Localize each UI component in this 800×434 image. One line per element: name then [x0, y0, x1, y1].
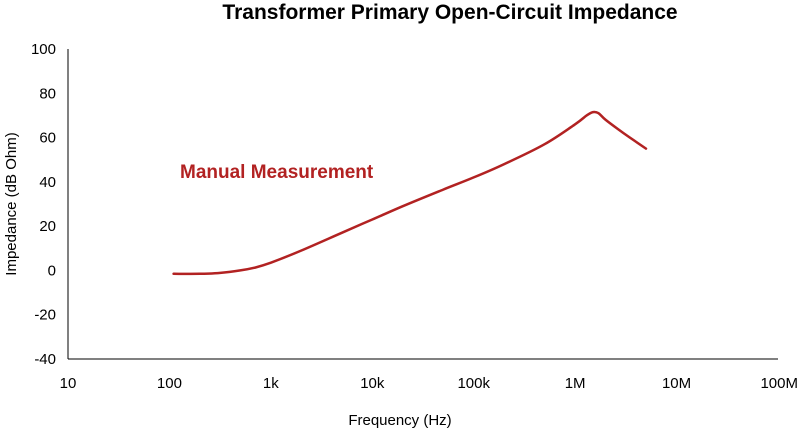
- y-tick-label: 40: [39, 174, 56, 191]
- y-tick-label: 20: [39, 218, 56, 235]
- x-tick-label: 1M: [565, 375, 586, 392]
- annotation-manual-measurement: Manual Measurement: [180, 162, 374, 183]
- x-tick-label: 1k: [263, 375, 279, 392]
- x-tick-label: 100k: [457, 375, 490, 392]
- y-tick-label: 100: [31, 41, 56, 58]
- plot-axes: [67, 49, 778, 360]
- x-tick-label: 10: [60, 375, 77, 392]
- series-line-impedance: [172, 110, 648, 276]
- y-tick-label: 80: [39, 85, 56, 102]
- x-tick-labels: 10 100 1k 10k 100k 1M 10M 100M: [60, 375, 798, 392]
- chart-title: Transformer Primary Open-Circuit Impedan…: [222, 1, 677, 24]
- y-tick-label: -20: [34, 307, 56, 324]
- x-tick-label: 10k: [360, 375, 385, 392]
- x-tick-label: 10M: [662, 375, 691, 392]
- y-tick-label: 60: [39, 130, 56, 147]
- y-tick-label: 0: [48, 262, 56, 279]
- x-axis-label: Frequency (Hz): [348, 412, 451, 429]
- x-tick-label: 100: [157, 375, 182, 392]
- y-axis-label: Impedance (dB Ohm): [3, 132, 20, 275]
- y-tick-label: -40: [34, 351, 56, 368]
- y-tick-labels: -40 -20 0 20 40 60 80 100: [31, 41, 56, 368]
- x-tick-label: 100M: [760, 375, 798, 392]
